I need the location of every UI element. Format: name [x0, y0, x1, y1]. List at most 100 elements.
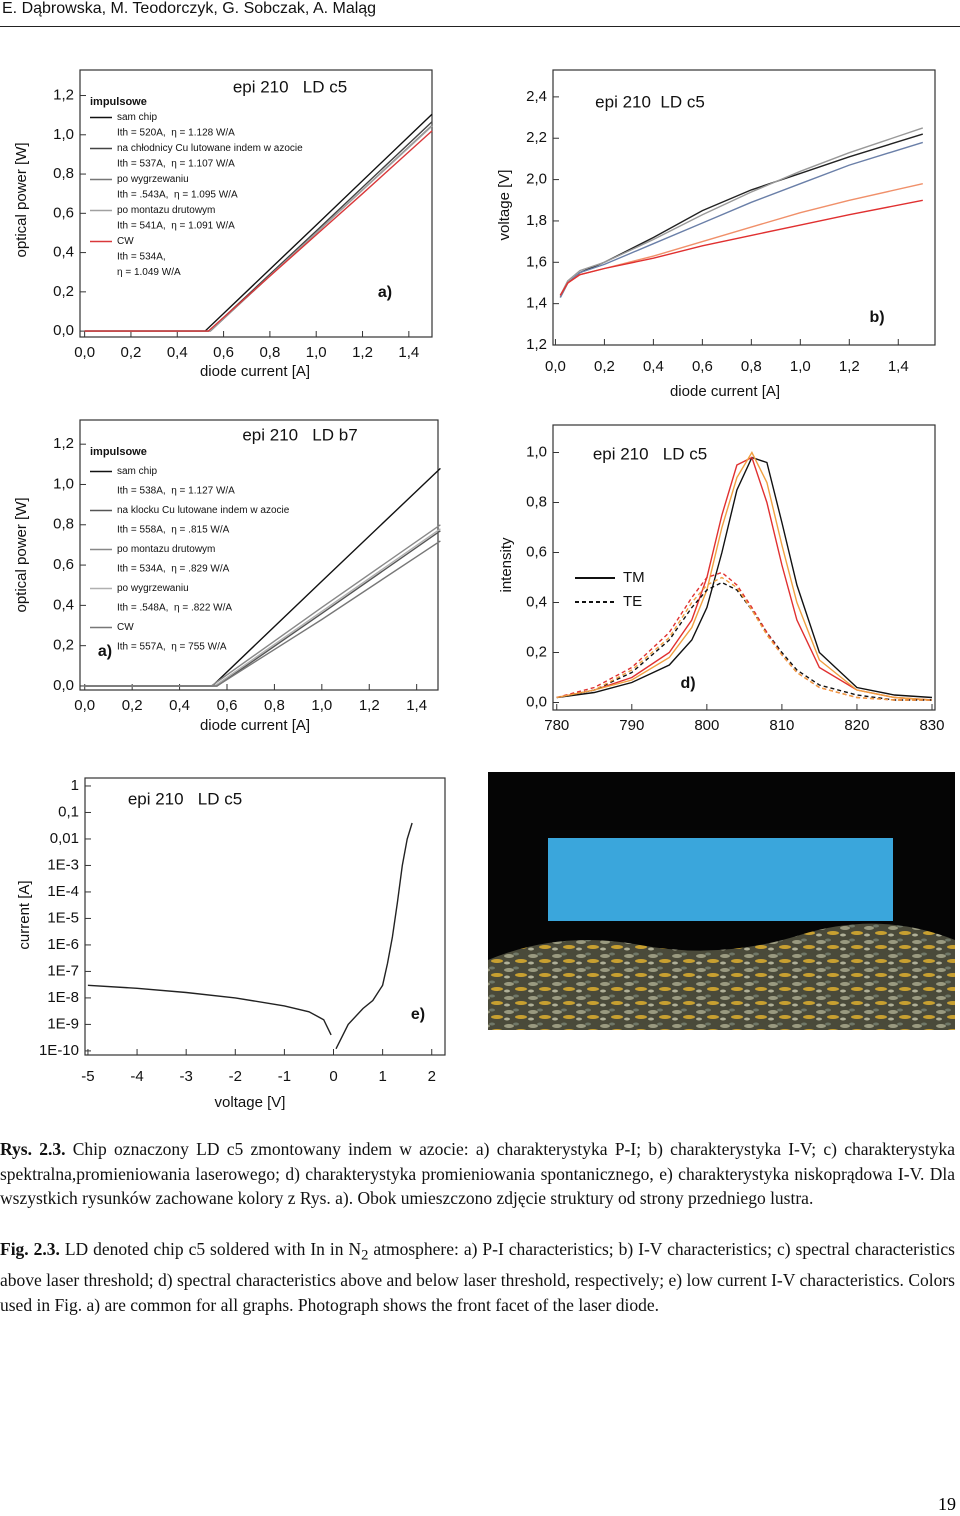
- y-tick-label: 1E-9: [47, 1015, 79, 1032]
- x-tick-label: 0,6: [217, 697, 238, 714]
- legend-label: sam chip: [117, 466, 157, 477]
- y-tick-label: 0,6: [53, 204, 74, 221]
- x-tick-label: 0,0: [545, 358, 566, 375]
- y-tick-label: 0,4: [53, 244, 74, 261]
- x-tick-label: 810: [769, 717, 794, 734]
- header-rule: [0, 26, 960, 27]
- laser-chip: [548, 838, 893, 921]
- plot-frame: [552, 424, 936, 711]
- legend-label: po wygrzewaniu: [117, 174, 189, 185]
- data-line: [559, 141, 924, 298]
- y-tick-label: 1,4: [526, 295, 547, 312]
- x-tick-label: 0,6: [692, 358, 713, 375]
- x-tick-label: 0,8: [741, 358, 762, 375]
- x-tick-label: 1,2: [839, 358, 860, 375]
- y-tick-label: 1,6: [526, 253, 547, 270]
- heatsink-surface: [488, 923, 955, 1030]
- x-tick-label: 1: [378, 1068, 386, 1085]
- legend-label: CW: [117, 236, 134, 247]
- x-tick-label: -5: [81, 1068, 94, 1085]
- legend-detail: Ith = .548A, η = .822 W/A: [117, 603, 232, 614]
- y-tick-label: 0,2: [526, 643, 547, 660]
- legend-detail: η = 1.049 W/A: [117, 267, 181, 278]
- legend-detail: Ith = 520A, η = 1.128 W/A: [117, 128, 235, 139]
- x-tick-label: 830: [919, 717, 944, 734]
- x-axis-label: voltage [V]: [215, 1094, 286, 1111]
- data-line: [87, 822, 413, 1050]
- panel-label: e): [411, 1006, 425, 1023]
- plot-frame: [552, 69, 936, 346]
- y-tick-label: 0,6: [53, 556, 74, 573]
- caption-polish: Rys. 2.3. Chip oznaczony LD c5 zmontowan…: [0, 1137, 955, 1211]
- x-tick-label: -2: [229, 1068, 242, 1085]
- y-tick-label: 1E-7: [47, 962, 79, 979]
- x-tick-label: 1,0: [311, 697, 332, 714]
- y-tick-label: 0,0: [53, 322, 74, 339]
- x-tick-label: 820: [844, 717, 869, 734]
- x-axis-label: diode current [A]: [670, 383, 780, 400]
- data-line: [556, 456, 933, 699]
- y-tick-label: 1E-10: [39, 1042, 79, 1059]
- y-tick-label: 0,4: [526, 593, 547, 610]
- legend-label: TE: [623, 593, 642, 610]
- data-line: [556, 451, 933, 701]
- x-tick-label: -4: [130, 1068, 143, 1085]
- y-tick-label: 0,4: [53, 596, 74, 613]
- panel-label: b): [869, 309, 884, 326]
- legend-detail: Ith = 557A, η = 755 W/A: [117, 642, 227, 653]
- chart-title: epi 210 LD c5: [233, 77, 347, 96]
- x-tick-label: -3: [180, 1068, 193, 1085]
- y-tick-label: 1,0: [526, 443, 547, 460]
- chart-title: epi 210 LD c5: [595, 92, 705, 111]
- x-tick-label: 0,4: [169, 697, 190, 714]
- x-tick-label: 0,2: [121, 344, 142, 361]
- caption-label: Fig. 2.3.: [0, 1239, 60, 1259]
- data-line: [84, 130, 433, 332]
- data-line: [84, 540, 441, 687]
- y-tick-label: 2,0: [526, 171, 547, 188]
- x-axis-label: diode current [A]: [200, 717, 310, 734]
- page-number: 19: [938, 1494, 956, 1514]
- running-header: E. Dąbrowska, M. Teodorczyk, G. Sobczak,…: [2, 0, 377, 17]
- legend-detail: Ith = 534A, η = .829 W/A: [117, 564, 230, 575]
- legend-detail: Ith = 534A,: [117, 252, 166, 263]
- caption-english: Fig. 2.3. LD denoted chip c5 soldered wi…: [0, 1237, 955, 1317]
- x-tick-label: 0,8: [264, 697, 285, 714]
- legend-label: po montazu drutowym: [117, 205, 215, 216]
- x-axis-label: diode current [A]: [200, 363, 310, 380]
- data-line: [559, 199, 923, 296]
- y-axis-label: optical power [W]: [13, 142, 30, 257]
- y-tick-label: 1E-5: [47, 909, 79, 926]
- y-tick-label: 0,8: [526, 493, 547, 510]
- x-tick-label: 0,0: [74, 344, 95, 361]
- plot-frame: [79, 419, 439, 691]
- x-tick-label: 780: [544, 717, 569, 734]
- caption-text: Chip oznaczony LD c5 zmontowany indem w …: [0, 1139, 955, 1208]
- data-line: [556, 456, 933, 701]
- legend-label: po wygrzewaniu: [117, 583, 189, 594]
- panel-label: a): [378, 284, 392, 301]
- legend-label: po montazu drutowym: [117, 544, 215, 555]
- legend-detail: Ith = .543A, η = 1.095 W/A: [117, 190, 238, 201]
- x-tick-label: 0,4: [167, 344, 188, 361]
- x-tick-label: 2: [428, 1068, 436, 1085]
- chart-title: epi 210 LD c5: [593, 444, 707, 463]
- y-tick-label: 1: [71, 777, 79, 794]
- x-tick-label: 0,4: [643, 358, 664, 375]
- caption-text: LD denoted chip c5 soldered with In in N: [59, 1239, 362, 1259]
- x-tick-label: 1,4: [398, 344, 419, 361]
- legend-detail: Ith = 558A, η = .815 W/A: [117, 525, 230, 536]
- y-tick-label: 1,2: [53, 86, 74, 103]
- x-tick-label: 0,2: [122, 697, 143, 714]
- y-tick-label: 1E-3: [47, 856, 79, 873]
- y-tick-label: 0,1: [58, 803, 79, 820]
- legend-detail: Ith = 537A, η = 1.107 W/A: [117, 159, 235, 170]
- figure: 0,0 0,2 0,4 0,6 0,8 1,0 1,2 1,4 0,0 0,2 0,4 0,6 0,8 1…: [13, 69, 955, 1111]
- x-tick-label: 0: [329, 1068, 337, 1085]
- caption-subscript: 2: [361, 1247, 369, 1264]
- x-tick-label: 0,2: [594, 358, 615, 375]
- data-line: [556, 581, 932, 701]
- x-tick-label: 1,0: [790, 358, 811, 375]
- y-tick-label: 1E-6: [47, 936, 79, 953]
- y-tick-label: 0,6: [526, 543, 547, 560]
